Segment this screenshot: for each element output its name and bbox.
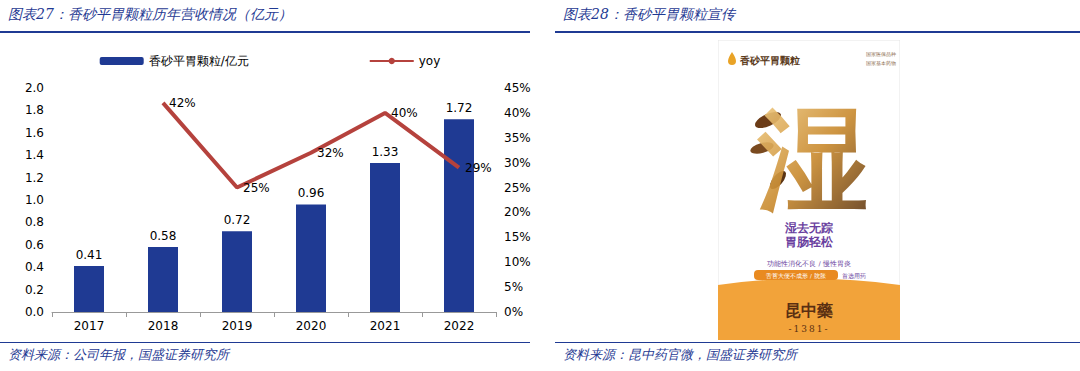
svg-text:国家医保品种: 国家医保品种 — [866, 51, 896, 57]
svg-text:2.0: 2.0 — [25, 81, 44, 95]
svg-text:42%: 42% — [169, 96, 196, 110]
svg-text:湿去无踪: 湿去无踪 — [784, 221, 833, 235]
svg-text:1.6: 1.6 — [25, 126, 44, 140]
svg-text:32%: 32% — [317, 146, 344, 160]
svg-text:2021: 2021 — [370, 319, 401, 333]
svg-text:1.4: 1.4 — [25, 148, 44, 162]
svg-text:20%: 20% — [504, 205, 531, 219]
svg-text:国家基本药物: 国家基本药物 — [866, 60, 896, 66]
svg-text:2019: 2019 — [222, 319, 253, 333]
svg-text:2020: 2020 — [296, 319, 327, 333]
svg-text:首选用药: 首选用药 — [842, 272, 866, 279]
svg-text:yoy: yoy — [419, 54, 441, 68]
svg-text:25%: 25% — [243, 181, 270, 195]
svg-text:1.72: 1.72 — [446, 101, 473, 115]
svg-text:35%: 35% — [504, 131, 531, 145]
svg-text:0.41: 0.41 — [76, 248, 103, 262]
svg-text:-1381-: -1381- — [789, 324, 830, 334]
svg-text:0.96: 0.96 — [298, 186, 325, 200]
svg-text:2017: 2017 — [74, 319, 105, 333]
svg-text:2022: 2022 — [444, 319, 475, 333]
svg-text:25%: 25% — [504, 181, 531, 195]
html-text:资料来源：公司年报，国盛证券研究所: 资料来源：公司年报，国盛证券研究所 — [8, 347, 229, 362]
svg-text:0.8: 0.8 — [25, 215, 44, 229]
svg-text:5%: 5% — [504, 280, 523, 294]
svg-text:昆中藥: 昆中藥 — [785, 301, 833, 320]
svg-text:0.72: 0.72 — [224, 213, 251, 227]
svg-text:香砂平胃颗粒/亿元: 香砂平胃颗粒/亿元 — [149, 54, 249, 68]
svg-text:湿: 湿 — [757, 95, 868, 224]
html-text:图表28：香砂平胃颗粒宣传: 图表28：香砂平胃颗粒宣传 — [563, 6, 735, 22]
svg-text:0%: 0% — [504, 305, 523, 319]
svg-text:胃肠轻松: 胃肠轻松 — [785, 235, 834, 249]
svg-text:30%: 30% — [504, 156, 531, 170]
svg-text:0.6: 0.6 — [25, 238, 44, 252]
svg-text:40%: 40% — [504, 106, 531, 120]
svg-text:1.33: 1.33 — [372, 145, 399, 159]
svg-text:功能性消化不良 / 慢性胃炎: 功能性消化不良 / 慢性胃炎 — [767, 260, 850, 268]
svg-text:舌苔大便不成形 / 脘胀: 舌苔大便不成形 / 脘胀 — [766, 272, 825, 279]
svg-text:45%: 45% — [504, 81, 531, 95]
svg-text:0.2: 0.2 — [25, 283, 44, 297]
svg-text:15%: 15% — [504, 230, 531, 244]
svg-text:10%: 10% — [504, 255, 531, 269]
svg-text:香砂平胃颗粒: 香砂平胃颗粒 — [739, 55, 800, 66]
svg-text:2018: 2018 — [148, 319, 179, 333]
html-text:资料来源：昆中药官微，国盛证券研究所: 资料来源：昆中药官微，国盛证券研究所 — [563, 347, 797, 362]
svg-text:1.8: 1.8 — [25, 103, 44, 117]
html-text:图表27：香砂平胃颗粒历年营收情况（亿元）: 图表27：香砂平胃颗粒历年营收情况（亿元） — [8, 6, 292, 22]
svg-text:0.4: 0.4 — [25, 260, 44, 274]
svg-text:0.58: 0.58 — [150, 229, 177, 243]
svg-text:0.0: 0.0 — [25, 305, 44, 319]
svg-text:1.2: 1.2 — [25, 171, 44, 185]
svg-text:1.0: 1.0 — [25, 193, 44, 207]
svg-text:40%: 40% — [391, 106, 418, 120]
svg-text:29%: 29% — [465, 161, 492, 175]
